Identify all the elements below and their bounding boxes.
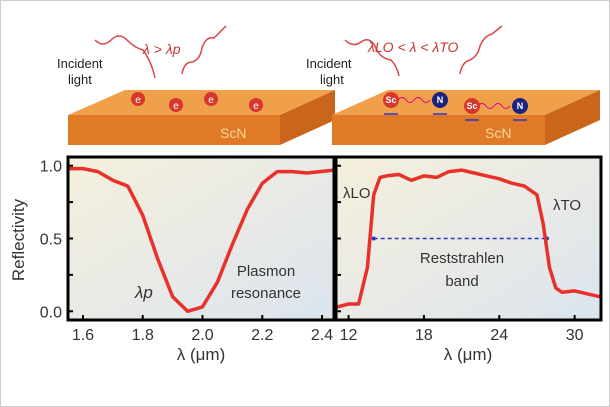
y-tick-label: 1.0 (40, 159, 62, 176)
y-axis-label: Reflectivity (9, 198, 28, 281)
electrons (131, 92, 263, 112)
right-x-axis-label: λ (μm) (444, 345, 493, 364)
slab-side (280, 90, 335, 145)
x-tick-label: 2.0 (191, 327, 213, 344)
lambda-to-annotation: λTO (553, 197, 581, 214)
x-tick-label: 30 (566, 327, 584, 344)
x-tick-label: 24 (490, 327, 508, 344)
x-tick-label: 1.8 (132, 327, 154, 344)
incident-wave-icon (344, 39, 400, 77)
reflectivity-curve (68, 166, 335, 314)
electron-label: e (173, 101, 179, 112)
slab-front (332, 115, 545, 145)
incident-wave-icon (94, 35, 156, 79)
lambda-p-annotation: λp (134, 283, 153, 302)
condition-label: λ > λp (142, 41, 181, 57)
x-tick-label: 12 (340, 327, 358, 344)
electron-label: e (208, 95, 214, 106)
incident-label-2: light (68, 72, 92, 87)
bond-spring-icon (397, 97, 431, 103)
left-plot-frame (66, 155, 336, 322)
vibration-arrows (384, 113, 527, 121)
right-plot-frame (334, 155, 603, 322)
left-x-axis-label: λ (μm) (177, 345, 226, 364)
slab-side (545, 90, 600, 145)
x-tick-label: 18 (415, 327, 433, 344)
reflected-wave-icon (459, 25, 503, 75)
atom-label: N (437, 95, 444, 105)
y-tick-label: 0.5 (40, 232, 62, 249)
scandium-atom (464, 98, 480, 114)
resonance-annotation: resonance (231, 285, 301, 302)
x-tick-label: 1.6 (72, 327, 94, 344)
x-tick-label: 2.2 (251, 327, 273, 344)
atom-label: N (517, 101, 524, 111)
plasmon-annotation: Plasmon (237, 263, 295, 280)
nitrogen-atom (432, 92, 448, 108)
incident-label-2: light (320, 72, 344, 87)
atom-label: Sc (385, 95, 396, 105)
y-tick-label: 0.0 (40, 304, 62, 321)
arrowhead-left (371, 236, 376, 241)
electron-label: e (253, 101, 259, 112)
atom-label: Sc (466, 101, 477, 111)
left-illustration: Incident light λ > λp e e e e ScN (57, 25, 335, 145)
bond-spring-icon (477, 103, 511, 109)
left-plot: 1.6 1.8 2.0 2.2 2.4 0.0 0.5 1.0 (40, 159, 335, 344)
slab-front (68, 115, 280, 145)
incident-label-1: Incident (306, 56, 352, 71)
reflectivity-curve (336, 168, 601, 309)
lambda-lo-annotation: λLO (343, 185, 371, 202)
incident-label-1: Incident (57, 56, 103, 71)
right-illustration: Incident light λLO < λ < λTO Sc N Sc N S… (306, 25, 600, 145)
band-annotation: band (445, 273, 478, 290)
nitrogen-atom (512, 98, 528, 114)
reststrahlen-annotation: Reststrahlen (420, 250, 504, 267)
electron-label: e (135, 95, 141, 106)
left-plot-area (68, 157, 334, 320)
material-label: ScN (485, 125, 511, 141)
x-tick-label: 2.4 (311, 327, 333, 344)
scandium-atom (383, 92, 399, 108)
condition-label: λLO < λ < λTO (367, 39, 459, 55)
reflected-wave-icon (181, 25, 227, 75)
material-label: ScN (220, 125, 246, 141)
